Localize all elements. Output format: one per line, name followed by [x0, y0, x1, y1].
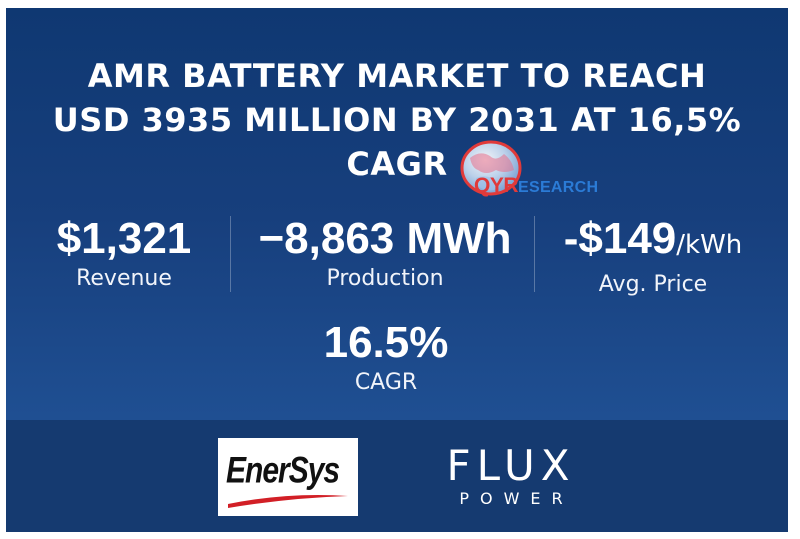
qyr-wordmark-rest: ESEARCH	[518, 179, 599, 196]
globe-icon	[460, 140, 522, 196]
headline-line-3: CAGR	[346, 145, 448, 183]
qyr-wordmark-q: QYR	[474, 174, 519, 197]
divider-right	[534, 216, 535, 292]
flux-wordmark: FLUX	[446, 441, 576, 490]
logo-footer	[6, 420, 788, 532]
swoosh-icon	[228, 495, 348, 508]
flux-power-logo: FLUX POWER	[421, 444, 601, 508]
enersys-logo: EnerSys	[218, 438, 358, 516]
stat-cagr: 16.5% CAGR	[286, 318, 486, 396]
stat-price: -$149/kWh Avg. Price	[540, 214, 766, 298]
power-wordmark: POWER	[459, 489, 574, 508]
divider-left	[230, 216, 231, 292]
stat-revenue: $1,321 Revenue	[26, 214, 222, 292]
stat-cagr-value: 16.5%	[323, 318, 449, 367]
stat-cagr-label: CAGR	[354, 370, 418, 395]
stat-revenue-value: $1,321	[56, 214, 192, 263]
headline-line-1: AMR BATTERY MARKET TO REACH	[87, 57, 707, 95]
stat-revenue-label: Revenue	[76, 266, 172, 291]
stat-price-label: Avg. Price	[598, 272, 708, 297]
infographic-card: AMR BATTERY MARKET TO REACH USD 3935 MIL…	[6, 8, 788, 532]
stat-production-value: −8,863 MWh	[258, 214, 512, 263]
headline: AMR BATTERY MARKET TO REACH USD 3935 MIL…	[6, 54, 788, 186]
stat-price-value: -$149	[563, 214, 677, 263]
qyr-wordmark: QYRESEARCH	[474, 174, 598, 198]
stat-production-label: Production	[326, 266, 444, 291]
headline-line-2: USD 3935 MILLION BY 2031 AT 16,5%	[52, 101, 742, 139]
enersys-wordmark: EnerSys	[226, 450, 340, 492]
stat-price-value-row: -$149/kWh	[540, 214, 766, 270]
stat-production: −8,863 MWh Production	[240, 214, 530, 292]
stat-price-unit: /kWh	[676, 230, 743, 260]
qyr-research-watermark: QYRESEARCH	[456, 140, 616, 200]
